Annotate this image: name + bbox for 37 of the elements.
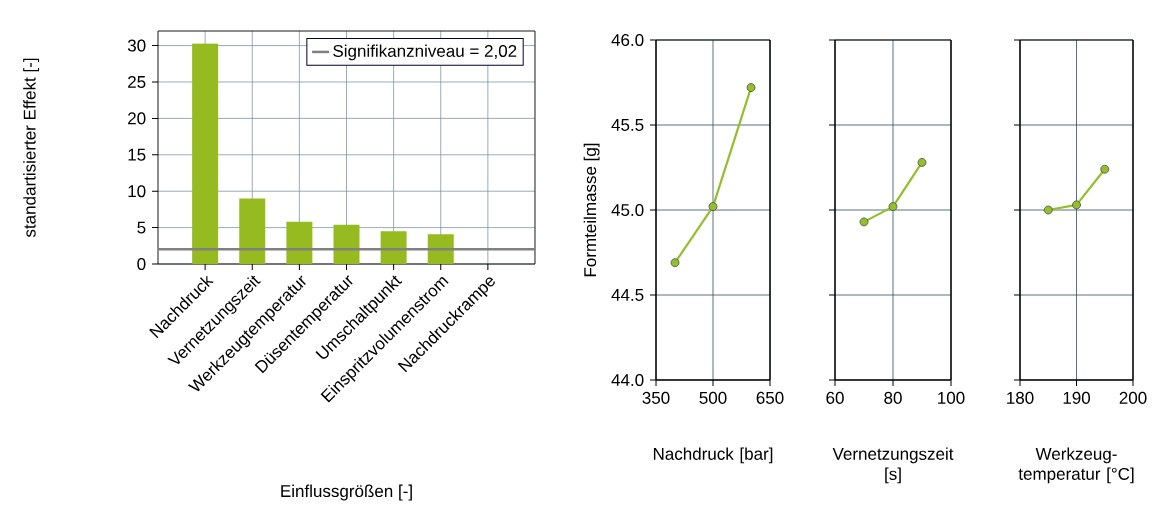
x-axis-title: Nachdruck [bar] <box>653 447 773 464</box>
y-axis-title: standartisierter Effekt [-] <box>23 58 40 238</box>
y-tick-label: 44.0 <box>611 373 644 387</box>
y-tick-label: 45.5 <box>611 119 644 131</box>
x-axis-title: Werkzeug-temperatur [°C] <box>1018 447 1134 484</box>
y-tick-label: 0 <box>137 257 146 271</box>
point <box>746 83 756 92</box>
x-tick-label: 500 <box>699 391 727 404</box>
x-tick-label: 100 <box>938 391 965 404</box>
bar <box>192 43 219 264</box>
y-tick-label: 5 <box>137 221 146 234</box>
y-tick-label: 10 <box>128 185 146 198</box>
x-tick-label: 190 <box>1063 391 1091 404</box>
y-axis-title: Formteilmasse [g] <box>583 143 600 277</box>
x-tick-label: 650 <box>756 391 784 404</box>
point <box>670 258 680 268</box>
bar <box>239 198 266 264</box>
y-tick-label: 44.5 <box>611 289 644 301</box>
legend-label: Signifikanzniveau = 2,02 <box>333 44 517 61</box>
y-tick-label: 15 <box>128 148 146 161</box>
x-tick-label: 180 <box>1007 391 1034 404</box>
x-tick-label: 60 <box>826 391 844 404</box>
x-axis-title: Einflussgrößen [-] <box>281 484 412 501</box>
bar <box>286 221 313 264</box>
bar <box>380 231 407 264</box>
y-tick-label: 46.0 <box>611 33 644 47</box>
x-tick-label: 350 <box>642 391 670 404</box>
x-axis-title: Vernetzungszeit [s] <box>832 447 954 484</box>
x-tick-label: 80 <box>884 391 902 404</box>
x-tick-label: 200 <box>1119 391 1147 404</box>
bar <box>427 234 454 264</box>
y-tick-label: 20 <box>128 112 146 125</box>
bar <box>333 224 360 264</box>
y-tick-label: 25 <box>128 75 146 88</box>
y-tick-label: 30 <box>127 39 146 52</box>
y-tick-label: 45.0 <box>611 203 644 217</box>
point <box>708 202 718 211</box>
